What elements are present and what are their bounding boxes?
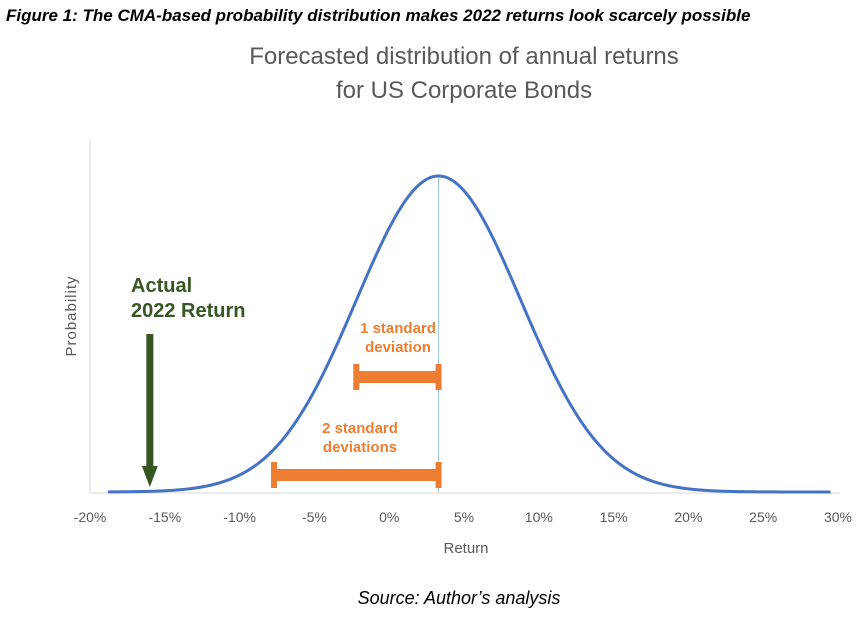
- chart-title-line-1: Forecasted distribution of annual return…: [249, 43, 679, 70]
- x-tick-label: 15%: [600, 509, 628, 525]
- two-std-dev-bar: [271, 462, 442, 488]
- two-std-dev-bar-right-cap: [435, 462, 442, 488]
- x-tick-label: -15%: [148, 509, 181, 525]
- chart-title: Forecasted distribution of annual return…: [0, 40, 868, 108]
- x-tick-label: 0%: [379, 509, 399, 525]
- one-std-label-line-2: deviation: [365, 339, 431, 356]
- figure-caption: Figure 1: The CMA-based probability dist…: [6, 6, 751, 25]
- two-std-label-line-1: 2 standard: [322, 420, 398, 437]
- one-std-dev-bar-right-cap: [435, 364, 442, 390]
- x-tick-label: 10%: [525, 509, 553, 525]
- x-tick-labels: -20% -15% -10% -5% 0% 5% 10% 15% 20% 25% 30%: [74, 509, 852, 525]
- one-std-dev-bar-left-cap: [353, 364, 360, 390]
- distribution-curve: [107, 174, 831, 494]
- x-axis-label: Return: [443, 540, 488, 557]
- x-tick-label: 30%: [824, 509, 852, 525]
- two-std-dev-bar-left-cap: [271, 462, 278, 488]
- one-std-dev-bar: [353, 364, 442, 390]
- one-std-label-line-1: 1 standard: [360, 320, 436, 337]
- x-tick-label: 20%: [674, 509, 702, 525]
- actual-arrow-head: [141, 466, 158, 487]
- two-std-dev-annotation: 2 standard deviations: [271, 420, 442, 488]
- actual-label-line-2: 2022 Return: [131, 300, 246, 322]
- one-std-dev-annotation: 1 standard deviation: [353, 320, 442, 390]
- two-std-dev-bar-body: [274, 469, 439, 481]
- x-tick-label: 25%: [749, 509, 777, 525]
- source-note: Source: Author’s analysis: [357, 588, 561, 608]
- y-axis-label: Probability: [63, 275, 80, 356]
- x-tick-label: -10%: [223, 509, 256, 525]
- chart-title-line-2: for US Corporate Bonds: [335, 77, 593, 104]
- actual-2022-annotation: Actual 2022 Return: [131, 275, 246, 487]
- chart-area: Probability Return -20% -15% -10% -5% 0% 5% 10…: [63, 140, 852, 557]
- two-std-label-line-2: deviations: [323, 439, 397, 456]
- x-tick-label: 5%: [454, 509, 474, 525]
- one-std-dev-bar-body: [356, 371, 439, 383]
- x-tick-label: -5%: [302, 509, 327, 525]
- x-tick-label: -20%: [74, 509, 107, 525]
- actual-label-line-1: Actual: [131, 275, 192, 297]
